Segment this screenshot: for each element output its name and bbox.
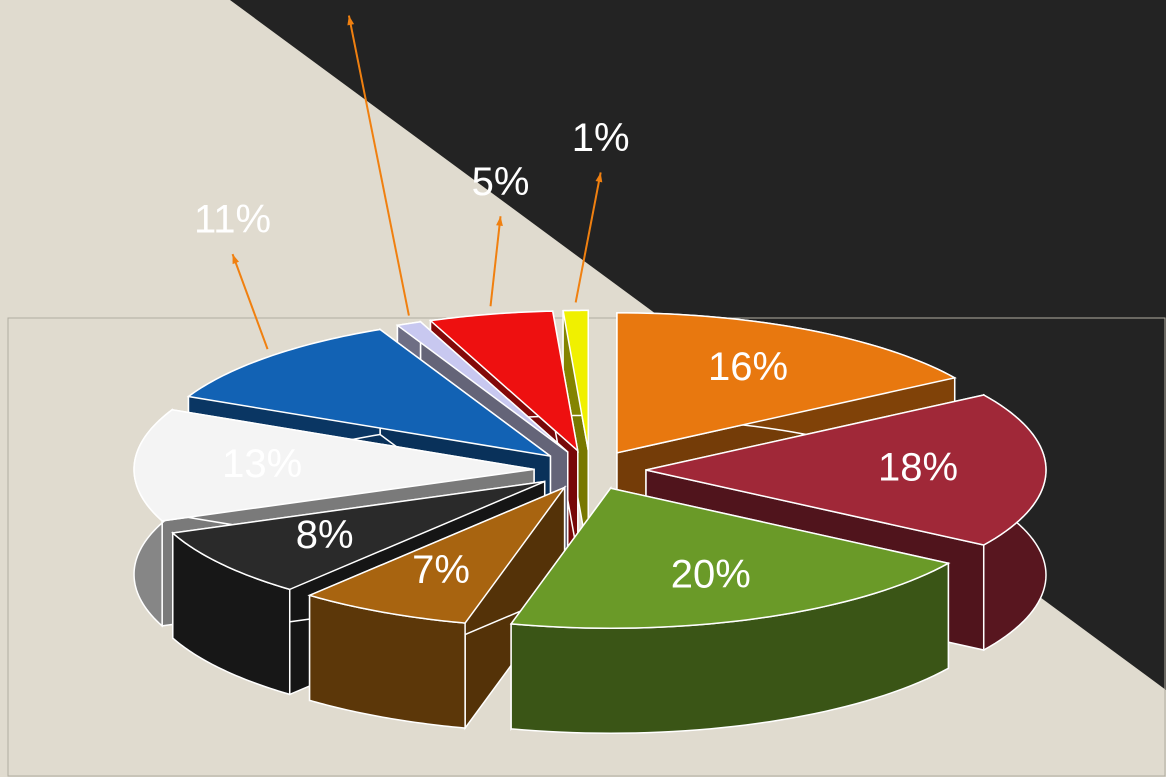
data-label: 16% [708,345,788,389]
data-label: 1% [572,116,630,160]
slice [171,480,545,591]
data-label: 8% [296,513,354,557]
data-label: 13% [222,442,302,486]
data-label: 5% [472,160,530,204]
data-label: 1% [320,0,378,3]
data-label: 18% [878,446,958,490]
data-label: 7% [412,548,470,592]
slice [133,408,535,522]
slice [186,328,551,457]
callout-arrow [231,253,269,350]
arrow-head [347,15,355,26]
slice [509,487,951,629]
slice [395,321,569,453]
callout-arrow [574,172,602,303]
arrow-head [232,254,240,265]
callout-arrow [347,15,410,316]
arrow-head [595,172,603,183]
slice [645,394,1047,546]
arrow-head [496,216,503,226]
data-label: 20% [671,552,751,596]
slice [428,310,579,453]
slice [616,312,957,454]
callout-arrow [489,216,502,307]
data-label: 11% [194,198,271,242]
slice [562,309,589,451]
slice [307,485,567,624]
